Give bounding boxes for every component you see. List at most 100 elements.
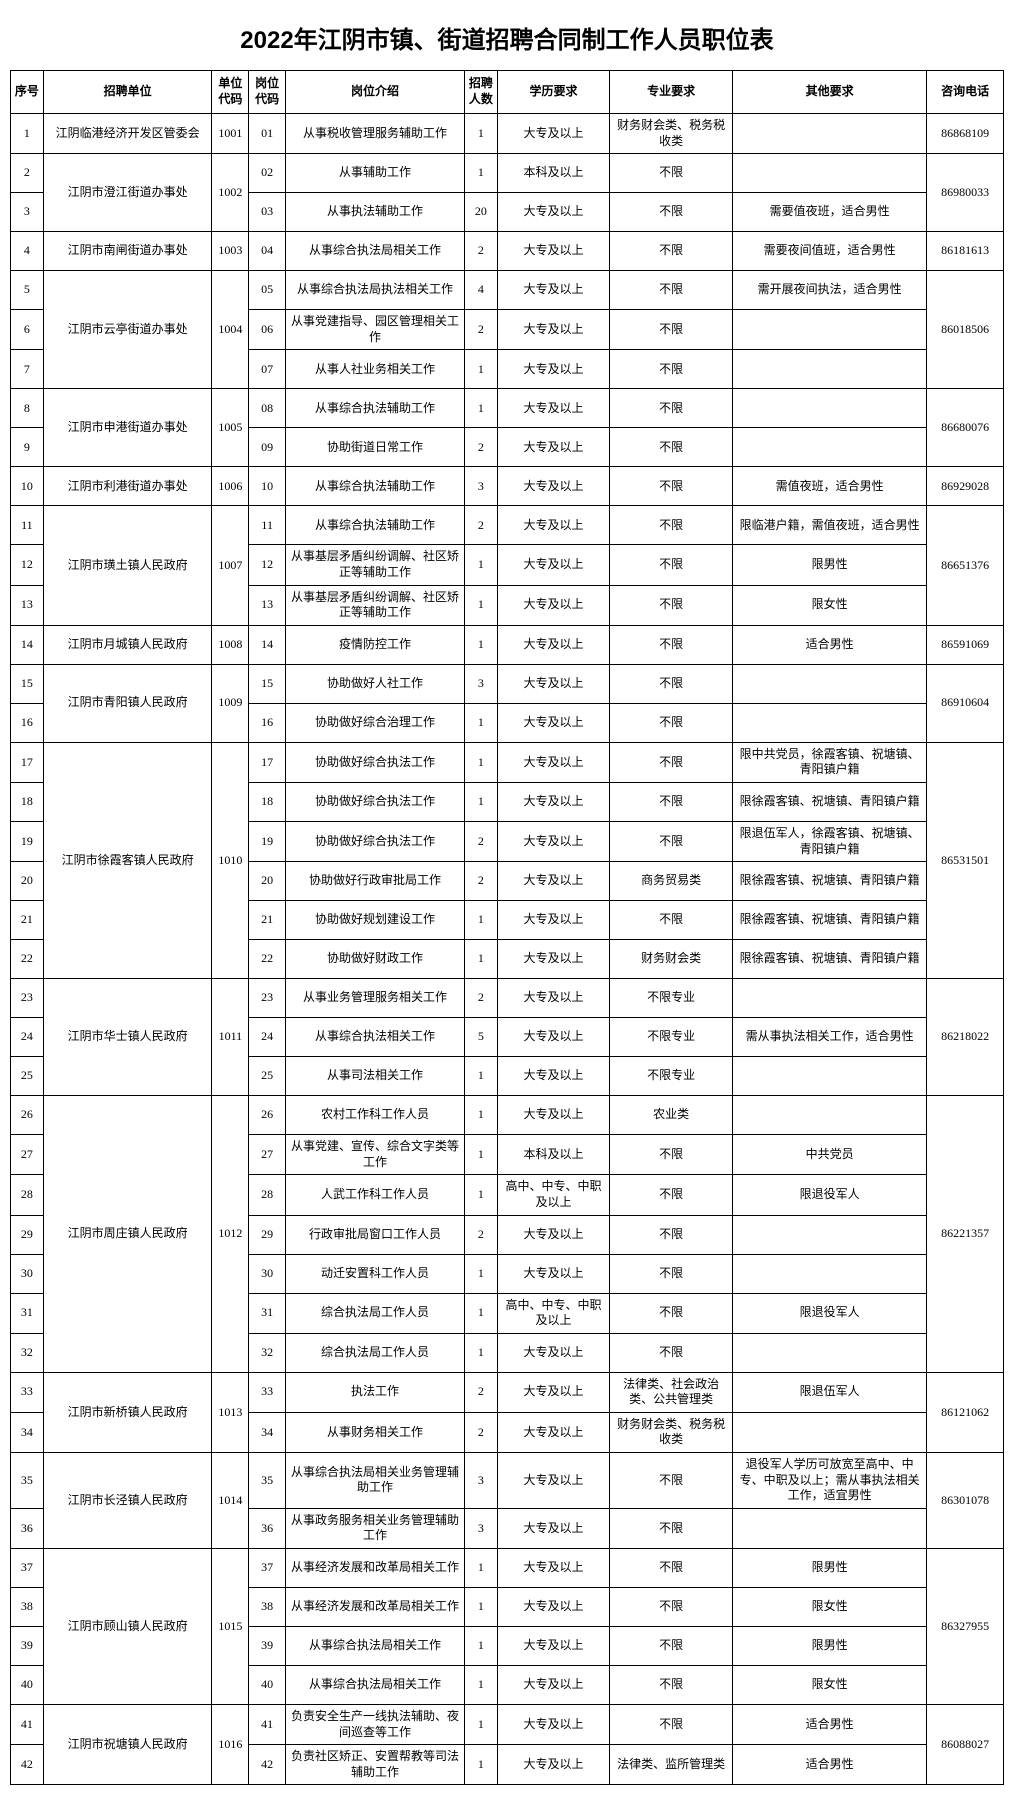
table-cell: 01 (249, 114, 286, 154)
table-cell (732, 979, 926, 1018)
table-cell: 从事综合执法相关工作 (286, 1018, 465, 1057)
table-cell: 协助做好财政工作 (286, 940, 465, 979)
table-cell: 25 (249, 1057, 286, 1096)
table-cell: 从事综合执法辅助工作 (286, 506, 465, 545)
table-cell: 1011 (212, 979, 249, 1096)
table-cell: 17 (249, 742, 286, 782)
table-cell: 2 (465, 862, 498, 901)
table-cell: 30 (11, 1254, 44, 1293)
table-cell: 限退役军人 (732, 1175, 926, 1215)
table-cell: 大专及以上 (497, 1453, 609, 1509)
table-cell: 不限 (610, 1215, 733, 1254)
table-cell: 1010 (212, 742, 249, 978)
table-cell: 20 (465, 193, 498, 232)
table-cell: 24 (11, 1018, 44, 1057)
table-cell: 41 (11, 1705, 44, 1745)
table-cell: 33 (11, 1372, 44, 1412)
table-cell: 不限 (610, 271, 733, 310)
table-cell: 21 (11, 901, 44, 940)
table-cell: 1 (465, 742, 498, 782)
positions-table: 序号招聘单位单位代码岗位代码岗位介绍招聘人数学历要求专业要求其他要求咨询电话 1… (10, 70, 1004, 1785)
table-cell: 1014 (212, 1453, 249, 1549)
table-cell: 行政审批局窗口工作人员 (286, 1215, 465, 1254)
table-cell: 江阴市新桥镇人民政府 (43, 1372, 212, 1452)
table-cell: 86121062 (927, 1372, 1004, 1452)
table-cell: 适合男性 (732, 1705, 926, 1745)
table-cell: 江阴市祝塘镇人民政府 (43, 1705, 212, 1785)
table-cell: 1 (465, 901, 498, 940)
table-cell: 86531501 (927, 742, 1004, 978)
table-header-cell: 单位代码 (212, 71, 249, 114)
table-header-cell: 学历要求 (497, 71, 609, 114)
table-cell: 36 (249, 1508, 286, 1548)
table-cell: 大专及以上 (497, 742, 609, 782)
table-cell: 江阴市月城镇人民政府 (43, 625, 212, 664)
table-cell: 39 (249, 1627, 286, 1666)
table-cell: 37 (249, 1549, 286, 1588)
table-cell: 大专及以上 (497, 1666, 609, 1705)
table-cell: 不限 (610, 232, 733, 271)
table-cell: 1 (465, 1096, 498, 1135)
table-cell: 1006 (212, 467, 249, 506)
table-cell: 江阴市长泾镇人民政府 (43, 1453, 212, 1549)
table-cell: 大专及以上 (497, 1627, 609, 1666)
table-cell: 大专及以上 (497, 545, 609, 585)
table-cell: 退役军人学历可放宽至高中、中专、中职及以上；需从事执法相关工作，适宜男性 (732, 1453, 926, 1509)
table-cell: 从事经济发展和改革局相关工作 (286, 1588, 465, 1627)
table-cell: 不限 (610, 467, 733, 506)
table-cell: 9 (11, 428, 44, 467)
table-row: 10江阴市利港街道办事处100610从事综合执法辅助工作3大专及以上不限需值夜班… (11, 467, 1004, 506)
table-cell: 14 (11, 625, 44, 664)
table-row: 33江阴市新桥镇人民政府101333执法工作2大专及以上法律类、社会政治类、公共… (11, 1372, 1004, 1412)
table-cell: 1 (465, 1293, 498, 1333)
table-cell: 不限 (610, 821, 733, 861)
table-cell: 1 (465, 389, 498, 428)
page-title: 2022年江阴市镇、街道招聘合同制工作人员职位表 (10, 20, 1004, 55)
table-cell: 协助做好行政审批局工作 (286, 862, 465, 901)
table-body: 1江阴临港经济开发区管委会100101从事税收管理服务辅助工作1大专及以上财务财… (11, 114, 1004, 1785)
table-cell: 1 (465, 1175, 498, 1215)
table-cell: 大专及以上 (497, 467, 609, 506)
table-cell (732, 350, 926, 389)
table-cell: 04 (249, 232, 286, 271)
table-row: 5江阴市云亭街道办事处100405从事综合执法局执法相关工作4大专及以上不限需开… (11, 271, 1004, 310)
table-cell: 1 (465, 1135, 498, 1175)
table-cell: 大专及以上 (497, 901, 609, 940)
table-cell: 从事业务管理服务相关工作 (286, 979, 465, 1018)
table-cell: 适合男性 (732, 1745, 926, 1785)
table-cell: 从事综合执法辅助工作 (286, 389, 465, 428)
table-cell: 6 (11, 310, 44, 350)
table-cell: 1 (465, 1549, 498, 1588)
table-cell: 不限 (610, 1175, 733, 1215)
table-cell: 从事执法辅助工作 (286, 193, 465, 232)
table-cell: 27 (249, 1135, 286, 1175)
table-cell (732, 1254, 926, 1293)
table-cell: 1 (465, 545, 498, 585)
table-cell: 限临港户籍，需值夜班，适合男性 (732, 506, 926, 545)
table-cell (732, 1412, 926, 1452)
table-row: 17江阴市徐霞客镇人民政府101017协助做好综合执法工作1大专及以上不限限中共… (11, 742, 1004, 782)
table-cell: 限徐霞客镇、祝塘镇、青阳镇户籍 (732, 940, 926, 979)
table-cell: 13 (249, 585, 286, 625)
table-cell: 1004 (212, 271, 249, 389)
table-cell: 需要值夜班，适合男性 (732, 193, 926, 232)
table-cell: 从事基层矛盾纠纷调解、社区矫正等辅助工作 (286, 545, 465, 585)
table-cell: 29 (11, 1215, 44, 1254)
table-cell: 从事综合执法局相关业务管理辅助工作 (286, 1453, 465, 1509)
table-cell: 大专及以上 (497, 193, 609, 232)
table-row: 23江阴市华士镇人民政府101123从事业务管理服务相关工作2大专及以上不限专业… (11, 979, 1004, 1018)
table-cell: 32 (11, 1333, 44, 1372)
table-cell: 32 (249, 1333, 286, 1372)
table-cell: 从事辅助工作 (286, 154, 465, 193)
table-cell: 12 (249, 545, 286, 585)
table-cell: 适合男性 (732, 625, 926, 664)
table-cell (732, 428, 926, 467)
table-cell: 42 (11, 1745, 44, 1785)
table-cell: 限女性 (732, 1666, 926, 1705)
table-cell: 负责社区矫正、安置帮教等司法辅助工作 (286, 1745, 465, 1785)
table-cell: 7 (11, 350, 44, 389)
table-cell: 限男性 (732, 1549, 926, 1588)
table-cell (732, 310, 926, 350)
table-cell: 从事税收管理服务辅助工作 (286, 114, 465, 154)
table-cell: 限徐霞客镇、祝塘镇、青阳镇户籍 (732, 782, 926, 821)
